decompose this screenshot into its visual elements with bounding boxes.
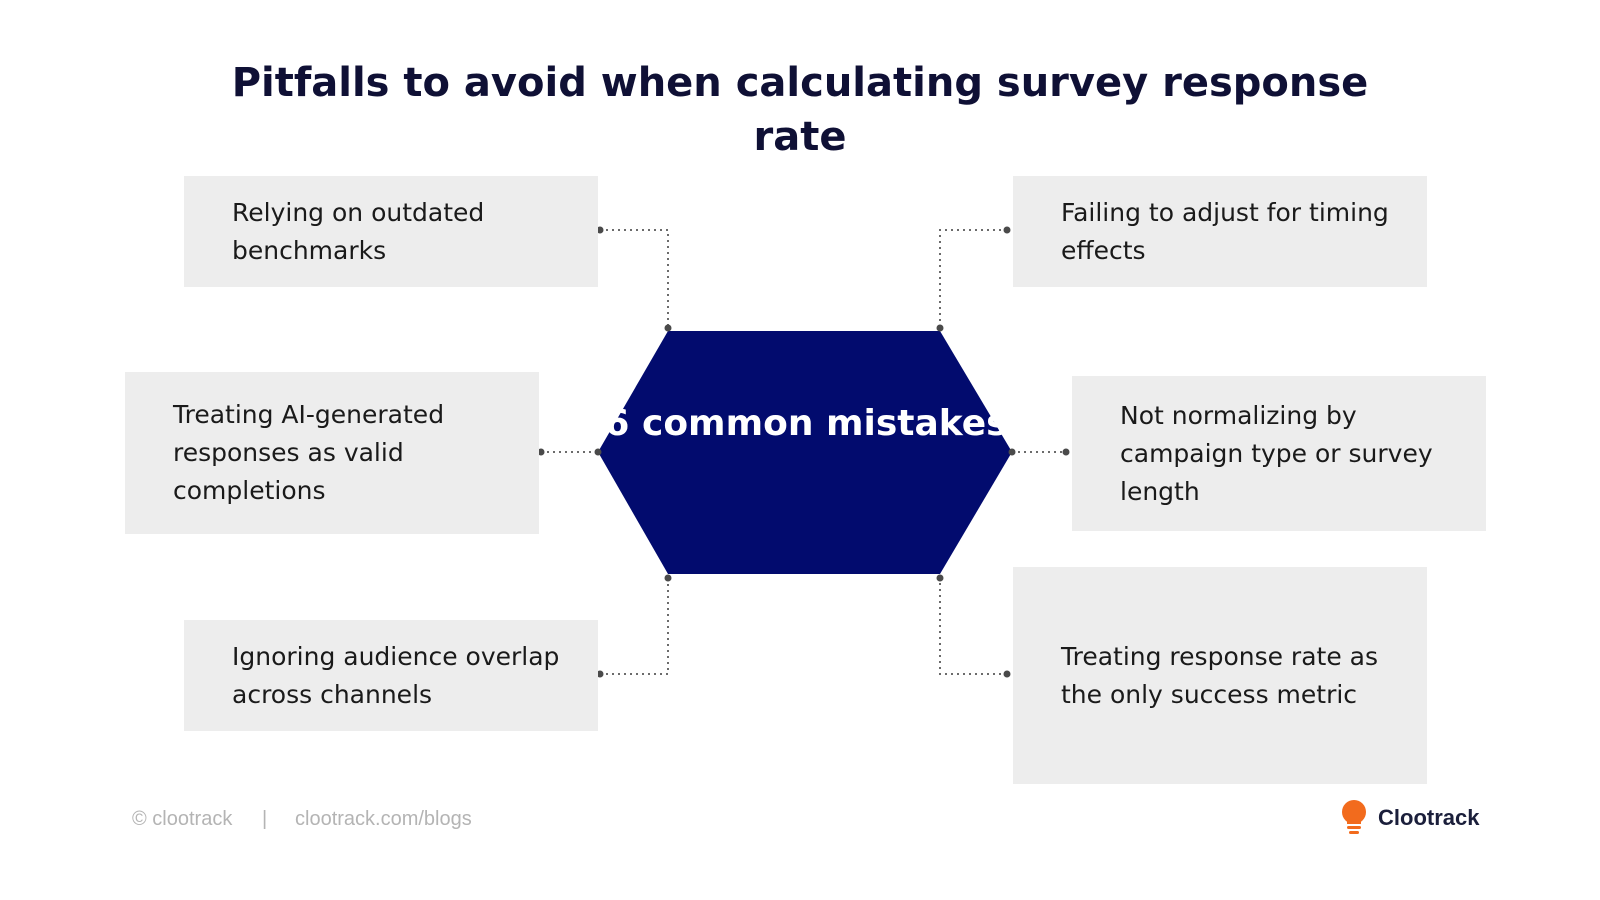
mistake-text: Failing to adjust for timing effects	[1061, 197, 1389, 265]
connector-dot	[594, 448, 602, 456]
connector-dot	[537, 448, 545, 456]
footer-separator: |	[262, 808, 268, 830]
brand-logo: Clootrack	[1340, 800, 1479, 836]
connector-dot	[1008, 448, 1016, 456]
connector-bottom-right	[939, 576, 1007, 675]
mistake-text: Treating response rate as the only succe…	[1061, 641, 1379, 709]
connector-top-right	[939, 229, 1007, 328]
connector-dot	[936, 324, 944, 332]
connector-dot	[1003, 670, 1011, 678]
mistake-box-middle-left: Treating AI-generated responses as valid…	[125, 372, 539, 534]
mistake-box-bottom-left: Ignoring audience overlap across channel…	[184, 620, 598, 731]
connector-dot	[936, 574, 944, 582]
mistake-text: Treating AI-generated responses as valid…	[173, 400, 445, 505]
center-label: 6 common mistakes	[604, 403, 1008, 444]
connector-dot	[1062, 448, 1070, 456]
lightbulb-icon	[1342, 800, 1366, 834]
mistake-box-top-right: Failing to adjust for timing effects	[1013, 176, 1427, 287]
mistake-box-middle-right: Not normalizing by campaign type or surv…	[1072, 376, 1486, 531]
connector-dot	[596, 670, 604, 678]
logo-text: Clootrack	[1378, 805, 1480, 830]
mistake-box-top-left: Relying on outdated benchmarks	[184, 176, 598, 287]
connector-dot	[1003, 226, 1011, 234]
page-title: Pitfalls to avoid when calculating surve…	[231, 60, 1369, 160]
mistake-text: Ignoring audience overlap across channel…	[232, 641, 560, 709]
mistake-text: Relying on outdated benchmarks	[232, 197, 485, 265]
connector-dot	[596, 226, 604, 234]
center-hexagon	[598, 331, 1012, 574]
mistake-text: Not normalizing by campaign type or surv…	[1120, 400, 1433, 506]
mistake-box-bottom-right: Treating response rate as the only succe…	[1013, 567, 1427, 784]
connector-bottom-left	[600, 576, 669, 675]
footer-link[interactable]: clootrack.com/blogs	[295, 808, 472, 830]
connector-dot	[664, 574, 672, 582]
footer-copyright: © clootrack	[132, 808, 233, 830]
connector-dot	[664, 324, 672, 332]
connector-top-left	[600, 229, 669, 328]
